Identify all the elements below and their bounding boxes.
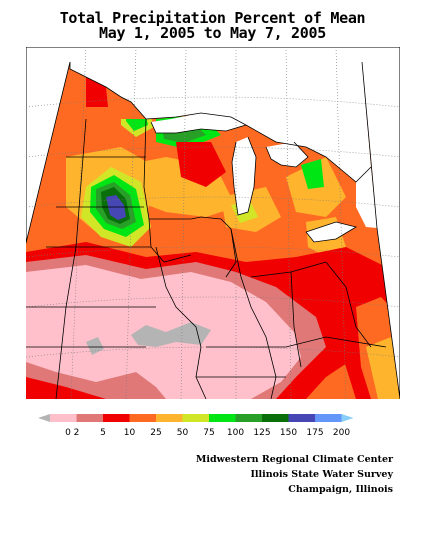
credit-line-3: Champaign, Illinois [288,484,393,495]
legend-tick-label: 200 [333,428,350,438]
legend-swatch [209,414,236,422]
legend-tick-label: 125 [253,428,270,438]
legend-swatch [315,414,342,422]
legend-tick-label: 2 [74,428,80,438]
map-title: Total Precipitation Percent of Mean May … [0,11,425,41]
legend-bars [38,414,354,422]
legend-swatch [262,414,289,422]
credit-line-1: Midwestern Regional Climate Center [195,454,393,465]
legend-swatch [129,414,156,422]
legend-tick-label: 25 [150,428,161,438]
color-legend: 0 2 5 10 25 50 75 100 125 150 175 200 [38,414,354,438]
legend-swatch [156,414,183,422]
legend-tick-label: 10 [124,428,136,438]
legend-labels: 0 2 5 10 25 50 75 100 125 150 175 200 [65,428,350,438]
boundaries [26,61,400,399]
legend-swatch [76,414,103,422]
legend-swatch [103,414,130,422]
legend-tick-label: 100 [227,428,244,438]
legend-swatch [235,414,262,422]
legend-tick-label: 175 [306,428,323,438]
legend-swatch [182,414,209,422]
credit-line-2: Illinois State Water Survey [250,469,393,480]
legend-swatch [288,414,315,422]
legend-arrow-under [38,414,50,422]
precipitation-map [26,47,400,399]
legend-tick-label: 75 [203,428,214,438]
credits: Midwestern Regional Climate Center Illin… [196,452,393,497]
legend-tick-label: 0 [65,428,71,438]
legend-tick-label: 150 [280,428,297,438]
precip-field [26,62,400,399]
legend-swatch [50,414,77,422]
title-line-2: May 1, 2005 to May 7, 2005 [98,24,326,42]
legend-tick-label: 5 [100,428,106,438]
legend-arrow-over [341,414,354,422]
legend-tick-label: 50 [177,428,189,438]
title-line-1: Total Precipitation Percent of Mean [59,9,366,27]
